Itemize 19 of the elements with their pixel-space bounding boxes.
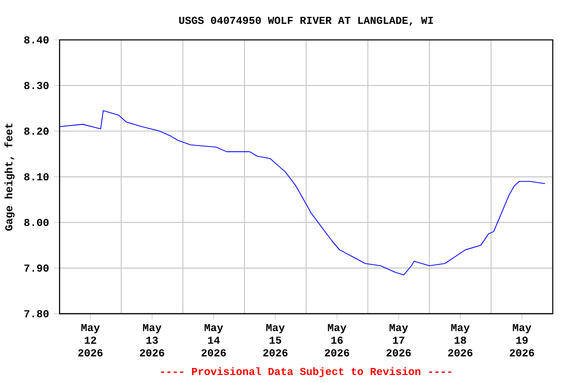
y-tick-label: 8.00 [24, 218, 49, 226]
y-tick-label: 8.30 [24, 82, 49, 90]
y-axis-title: Gage height, feet [4, 124, 15, 231]
text: ---- Provisional Data Subject to Revision ---- [161, 367, 452, 378]
x-tick-label: May 15 2026 [263, 324, 288, 357]
x-tick-label: May 12 2026 [78, 324, 103, 357]
x-tick-label: May 14 2026 [202, 324, 226, 357]
x-tick-label: May 19 2026 [510, 324, 534, 357]
x-tick-label: May 17 2026 [386, 324, 411, 357]
chart-title: USGS 04074950 WOLF RIVER AT LANGLADE, WI [179, 16, 433, 26]
y-tick-label: 8.40 [24, 36, 49, 44]
y-tick-label: 7.80 [24, 310, 49, 318]
x-tick-label: May 18 2026 [448, 324, 472, 357]
x-tick-label: May 13 2026 [140, 324, 164, 357]
y-tick-label: 7.90 [24, 264, 49, 272]
y-tick-label: 8.20 [24, 128, 49, 135]
y-tick-label: 8.10 [24, 173, 49, 180]
line-series [60, 110, 546, 276]
x-tick-label: May 16 2026 [324, 324, 350, 357]
